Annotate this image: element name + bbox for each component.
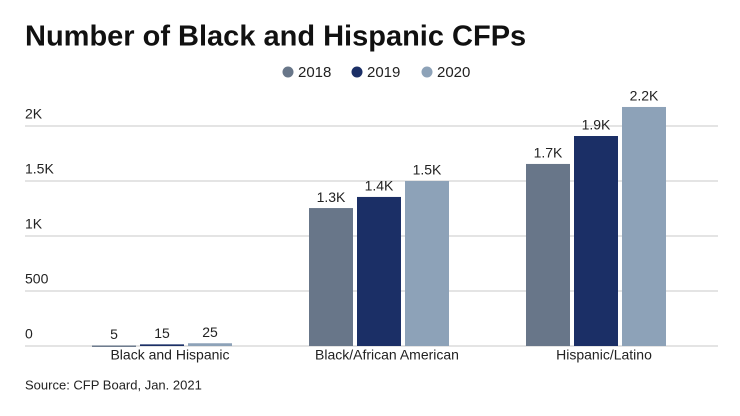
bar: [309, 208, 353, 346]
y-tick-label: 500: [25, 271, 49, 287]
chart-title: Number of Black and Hispanic CFPs: [25, 21, 526, 53]
bar: [357, 196, 401, 346]
legend-marker: [421, 66, 433, 78]
value-label: 1.5K: [413, 162, 442, 178]
value-label: 1.4K: [365, 178, 394, 194]
y-tick-label: 0: [25, 326, 33, 342]
bar: [92, 345, 136, 347]
legend-label: 2018: [298, 64, 331, 81]
y-tick-label: 2K: [25, 106, 43, 122]
bar: [574, 136, 618, 346]
legend-label: 2019: [367, 64, 400, 81]
value-label: 1.3K: [317, 189, 346, 205]
bar: [140, 344, 184, 346]
value-label: 1.9K: [582, 117, 611, 133]
value-label: 2.2K: [630, 88, 659, 104]
value-label: 1.7K: [534, 145, 563, 161]
value-label: 15: [154, 325, 170, 341]
value-label: 5: [110, 326, 118, 342]
y-tick-label: 1.5K: [25, 161, 54, 177]
x-tick-label: Black/African American: [315, 347, 459, 363]
source-note: Source: CFP Board, Jan. 2021: [25, 377, 202, 392]
legend-marker: [351, 66, 363, 78]
legend-label: 2020: [437, 64, 470, 81]
x-tick-label: Hispanic/Latino: [556, 347, 652, 363]
y-tick-label: 1K: [25, 216, 43, 232]
x-tick-label: Black and Hispanic: [110, 347, 229, 363]
legend-marker: [282, 66, 294, 78]
bar: [622, 106, 666, 346]
bar: [188, 343, 232, 346]
value-label: 25: [202, 324, 218, 340]
bar: [405, 181, 449, 346]
bar: [526, 163, 570, 346]
